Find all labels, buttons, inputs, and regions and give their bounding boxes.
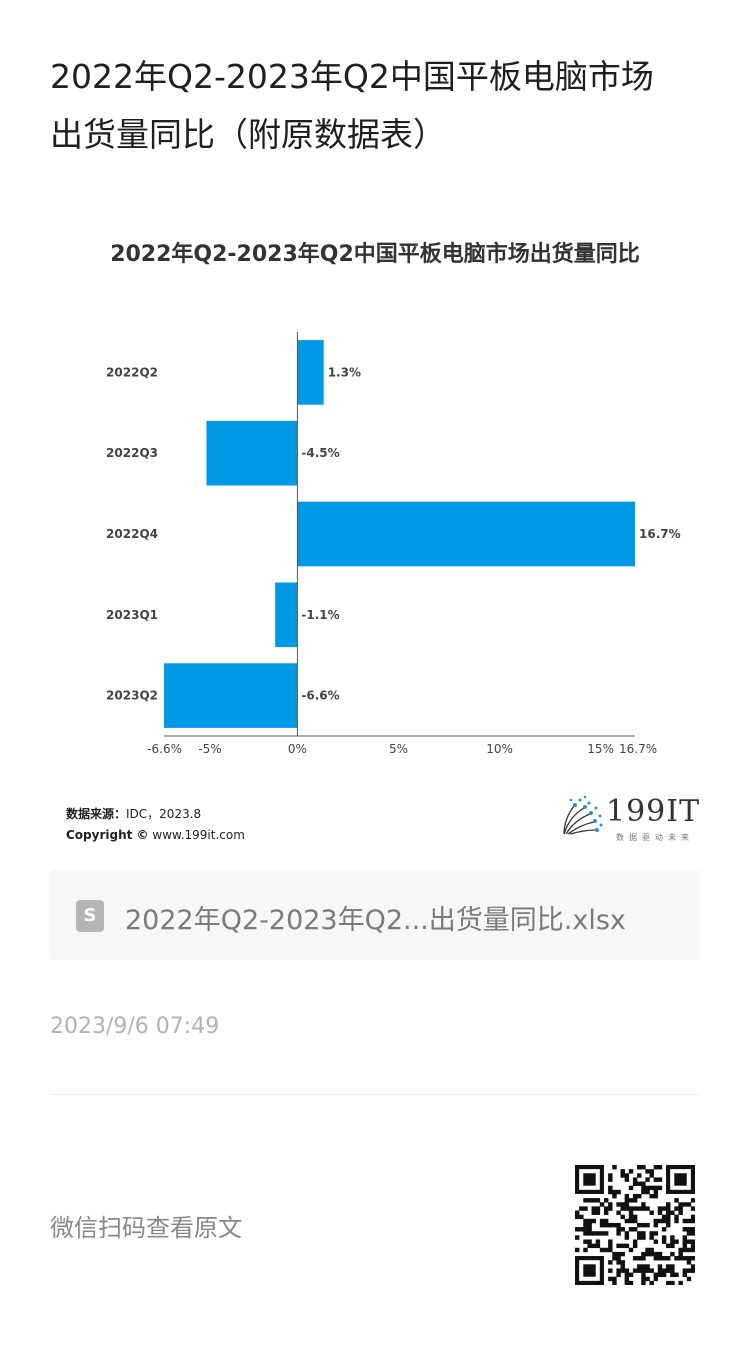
brand-name: 199IT — [606, 794, 701, 829]
bar-2022Q4 — [297, 501, 635, 567]
chart-card: 2022Q2 1.3% 2022Q3 -4.5% 2022Q4 16.7% 2023Q1 -1… — [50, 200, 700, 860]
bar-2023Q2 — [164, 663, 298, 728]
dandelion-logo-icon — [563, 795, 603, 835]
x-tick-label: -5% — [198, 742, 221, 756]
category-label-2023Q2: 2023Q2 — [106, 689, 158, 703]
attachment-card[interactable]: S 2022年Q2-2023年Q2...出货量同比.xlsx — [50, 870, 700, 960]
bar-chart: 2022Q2 1.3% 2022Q3 -4.5% 2022Q4 16.7% 2023Q1 -1… — [106, 332, 681, 756]
article-title-line2: 出货量同比（附原数据表） — [50, 115, 446, 154]
source-label: 数据来源： — [66, 807, 127, 821]
data-label-2022Q2: 1.3% — [328, 365, 361, 379]
data-label-2022Q3: -4.5% — [301, 446, 339, 460]
bar-2022Q2 — [297, 340, 324, 405]
copyright-label: Copyright © — [66, 828, 149, 842]
qr-code-icon[interactable] — [575, 1165, 695, 1285]
x-tick-label: 15% — [587, 742, 614, 756]
category-label-2022Q2: 2022Q2 — [106, 365, 158, 379]
source-value: IDC，2023.8 — [126, 807, 202, 821]
x-tick-label: 0% — [288, 742, 307, 756]
labels-layer: 2022Q2 1.3% 2022Q3 -4.5% 2022Q4 16.7% 2023Q1 -1… — [106, 365, 681, 756]
category-label-2022Q4: 2022Q4 — [106, 527, 158, 541]
wechat-scan-hint: 微信扫码查看原文 — [50, 1214, 242, 1242]
data-label-2023Q1: -1.1% — [301, 608, 339, 622]
x-tick-label: 10% — [486, 742, 513, 756]
divider — [50, 1094, 700, 1095]
category-label-2023Q1: 2023Q1 — [106, 608, 158, 622]
x-tick-label: 5% — [389, 742, 408, 756]
publish-timestamp: 2023/9/6 07:49 — [50, 1014, 220, 1039]
source-block: 数据来源：IDC，2023.8 Copyright © www.199it.co… — [66, 804, 245, 846]
category-label-2022Q3: 2022Q3 — [106, 446, 158, 460]
x-tick-label: -6.6% — [147, 742, 182, 756]
attachment-file-name[interactable]: 2022年Q2-2023年Q2...出货量同比.xlsx — [125, 905, 626, 936]
bar-2023Q1 — [275, 582, 298, 648]
axis-layer — [164, 332, 635, 737]
article-title-line1: 2022年Q2-2023年Q2中国平板电脑市场 — [50, 57, 654, 96]
article-title: 2022年Q2-2023年Q2中国平板电脑市场 出货量同比（附原数据表） — [50, 48, 700, 164]
x-tick-label: 16.7% — [619, 742, 657, 756]
data-label-2023Q2: -6.6% — [301, 689, 339, 703]
brand-logo: 199IT 数据驱动未来 — [558, 794, 701, 846]
data-label-2022Q4: 16.7% — [639, 527, 681, 541]
copyright-value: www.199it.com — [152, 828, 245, 842]
bars-layer — [164, 340, 635, 728]
bar-2022Q3 — [206, 420, 298, 486]
chart-title: 2022年Q2-2023年Q2中国平板电脑市场出货量同比 — [110, 242, 640, 267]
spreadsheet-file-icon: S — [76, 900, 104, 932]
brand-slogan: 数据驱动未来 — [616, 833, 694, 842]
